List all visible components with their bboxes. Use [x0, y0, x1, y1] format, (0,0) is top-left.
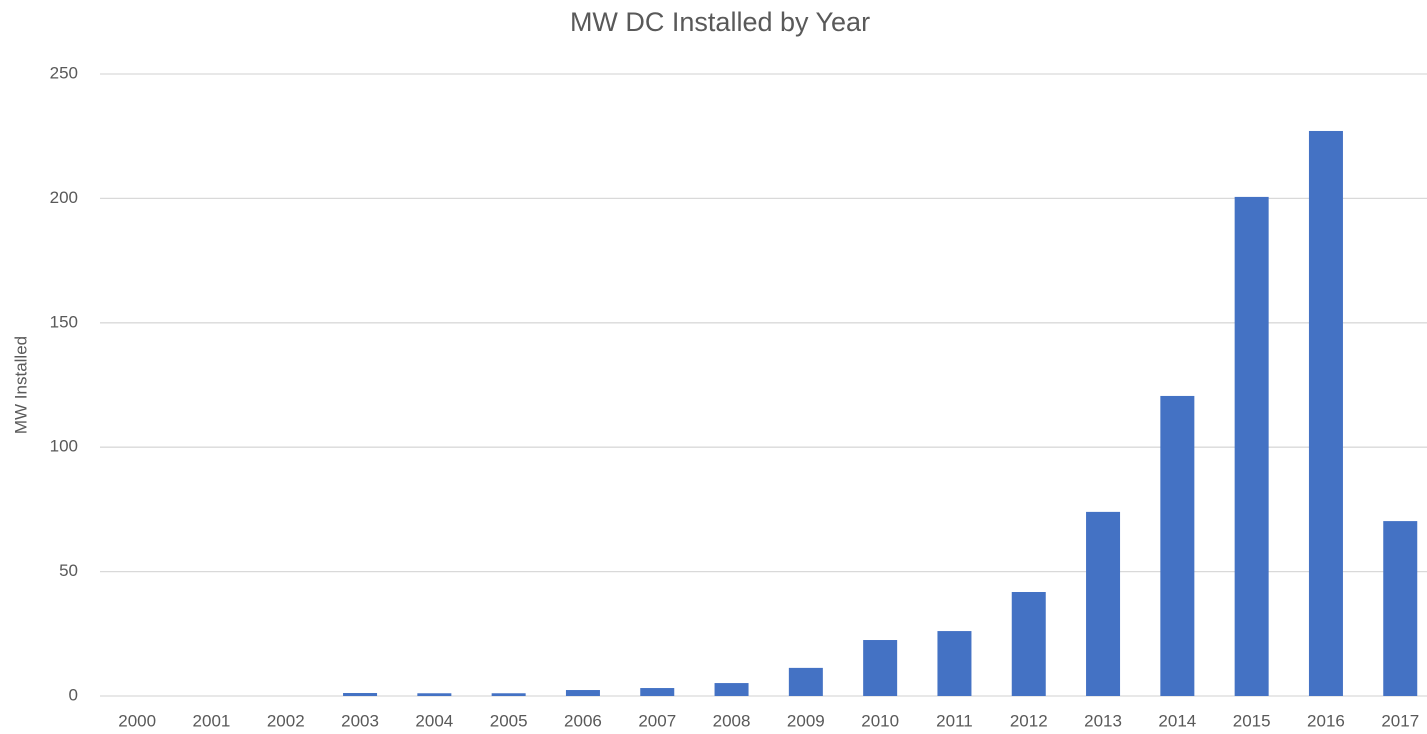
bar — [1011, 592, 1046, 696]
x-tick-label: 2015 — [1233, 711, 1271, 730]
bar — [1383, 521, 1418, 696]
x-tick-label: 2001 — [193, 711, 231, 730]
x-tick-label: 2005 — [490, 711, 528, 730]
bar — [937, 631, 972, 696]
bar — [1160, 395, 1195, 696]
bar — [640, 688, 675, 696]
x-tick-label: 2009 — [787, 711, 825, 730]
y-tick-label: 50 — [59, 561, 78, 580]
x-tick-label: 2016 — [1307, 711, 1345, 730]
x-tick-label: 2011 — [936, 711, 973, 730]
bar — [1308, 130, 1343, 696]
x-tick-label: 2014 — [1158, 711, 1196, 730]
bar — [1086, 511, 1121, 696]
bar — [343, 693, 378, 696]
x-tick-label: 2007 — [638, 711, 676, 730]
x-tick-label: 2013 — [1084, 711, 1122, 730]
x-tick-label: 2012 — [1010, 711, 1048, 730]
bar — [788, 667, 823, 696]
y-tick-label: 150 — [50, 312, 78, 331]
bar — [565, 690, 600, 696]
bar — [714, 683, 749, 696]
chart-title: MW DC Installed by Year — [570, 7, 870, 37]
x-tick-label: 2003 — [341, 711, 379, 730]
bar — [863, 640, 898, 696]
y-tick-label: 100 — [50, 437, 78, 456]
bar — [1234, 196, 1269, 696]
x-tick-label: 2004 — [415, 711, 453, 730]
x-tick-label: 2006 — [564, 711, 602, 730]
x-tick-label: 2008 — [713, 711, 751, 730]
x-tick-label: 2002 — [267, 711, 305, 730]
bar — [491, 693, 526, 696]
y-axis-label: MW Installed — [11, 336, 30, 434]
y-tick-label: 0 — [69, 685, 78, 704]
x-tick-label: 2010 — [861, 711, 899, 730]
x-tick-label: 2000 — [118, 711, 156, 730]
x-tick-label: 2017 — [1381, 711, 1419, 730]
y-tick-label: 250 — [50, 63, 78, 82]
bar — [417, 693, 452, 696]
y-tick-label: 200 — [50, 188, 78, 207]
